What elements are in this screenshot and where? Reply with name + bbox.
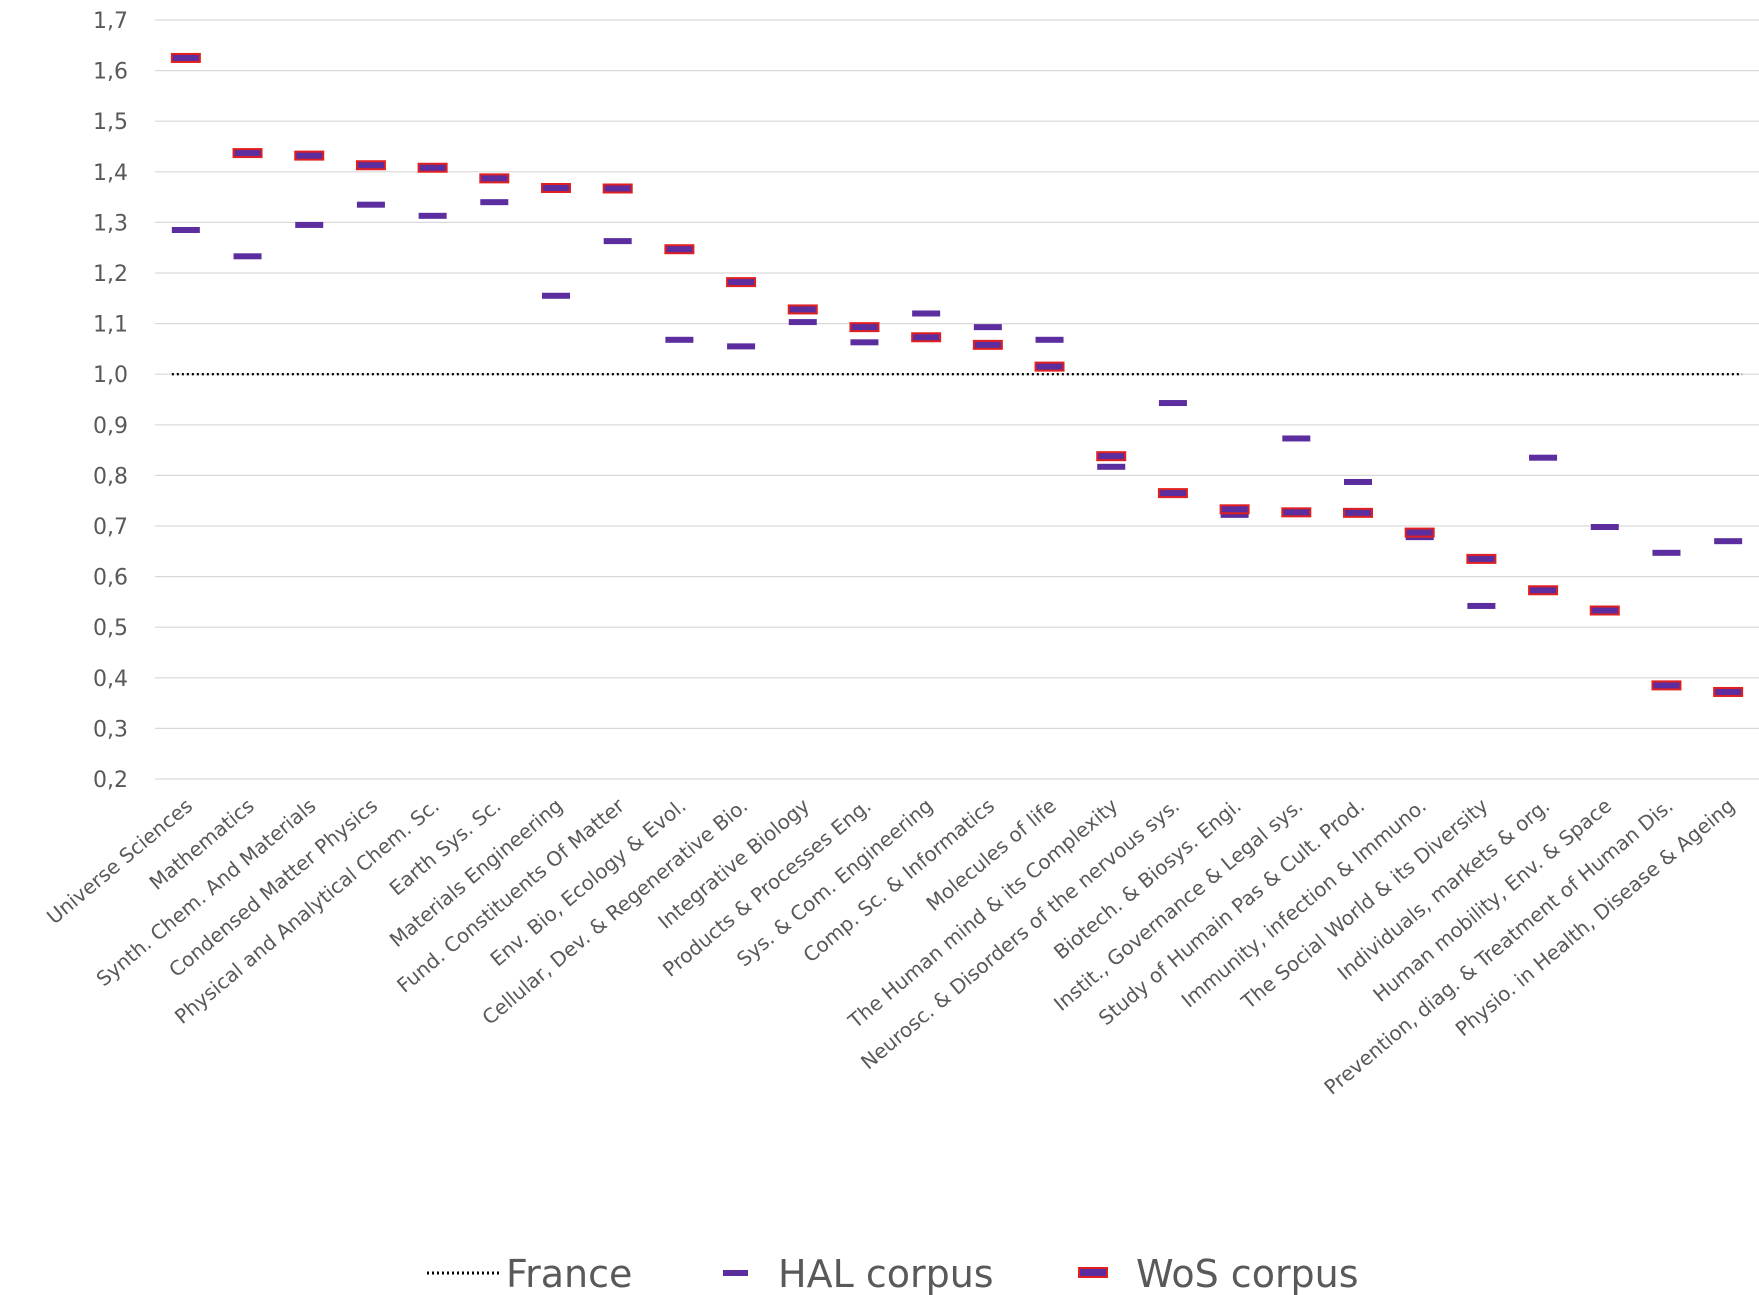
wos-point [911, 332, 942, 343]
y-tick-label: 1,3 [93, 211, 128, 236]
wos-point [1589, 605, 1620, 616]
wos-point [1096, 451, 1127, 462]
wos-point [1528, 585, 1559, 596]
wos-point [1157, 488, 1188, 499]
y-tick-label: 1,7 [93, 9, 128, 34]
hal-point [233, 253, 262, 260]
legend-label-hal: HAL corpus [778, 1252, 994, 1295]
y-tick-label: 0,8 [93, 464, 128, 489]
hal-point [912, 310, 941, 317]
gridlines [155, 19, 1759, 780]
wos-point [479, 173, 510, 184]
hal-point [1097, 463, 1126, 470]
wos-point [1651, 680, 1682, 691]
y-tick-label: 1,2 [93, 262, 128, 287]
legend-swatch-wos [1078, 1267, 1108, 1278]
wos-point [726, 277, 757, 288]
y-tick-label: 1,1 [93, 313, 128, 338]
hal-point [727, 343, 756, 350]
wos-point [849, 322, 880, 333]
wos-point [294, 150, 325, 161]
wos-point [170, 52, 201, 63]
legend-label-wos: WoS corpus [1136, 1252, 1359, 1295]
wos-point [417, 162, 448, 173]
y-tick-label: 0,6 [93, 566, 128, 591]
wos-point [1219, 504, 1250, 515]
hal-point [1220, 511, 1249, 518]
legend-swatch-hal [723, 1270, 748, 1276]
wos-point [1404, 527, 1435, 538]
y-tick-label: 0,9 [93, 414, 128, 439]
legend-label-france: France [506, 1252, 632, 1295]
y-tick-label: 1,5 [93, 110, 128, 135]
wos-point [232, 148, 263, 159]
hal-point [1467, 602, 1496, 609]
wos-point [1343, 507, 1373, 518]
hal-point [1158, 400, 1187, 407]
wos-point [602, 183, 633, 194]
hal-series [171, 199, 1743, 609]
wos-point [1281, 507, 1312, 518]
hal-point [542, 292, 570, 299]
wos-point [972, 339, 1003, 350]
y-tick-label: 0,2 [93, 768, 128, 793]
hal-point [788, 319, 817, 326]
wos-point [541, 182, 571, 193]
hal-point [418, 212, 447, 219]
hal-point [1035, 336, 1064, 343]
hal-point [973, 324, 1002, 331]
hal-point [1652, 549, 1681, 556]
hal-point [356, 201, 385, 208]
hal-point [295, 221, 324, 228]
y-tick-label: 1,0 [93, 363, 128, 388]
hal-point [850, 339, 879, 346]
hal-point [665, 336, 694, 343]
y-tick-label: 0,3 [93, 717, 128, 742]
wos-series [170, 52, 1744, 697]
wos-point [787, 304, 818, 315]
y-tick-label: 0,4 [93, 667, 128, 692]
y-tick-label: 1,4 [93, 161, 128, 186]
wos-point [1034, 361, 1065, 372]
wos-point [1466, 553, 1497, 564]
y-tick-label: 0,5 [93, 616, 128, 641]
hal-point [1590, 524, 1619, 531]
hal-point [1282, 435, 1311, 442]
wos-point [355, 160, 386, 171]
hal-point [171, 226, 200, 233]
hal-point [1344, 478, 1372, 485]
hal-point [1714, 538, 1743, 545]
hal-point [480, 199, 509, 206]
y-tick-label: 0,7 [93, 515, 128, 540]
hal-point [1529, 454, 1558, 461]
wos-point [1713, 686, 1744, 697]
hal-point [603, 238, 632, 245]
legend: France HAL corpus WoS corpus [427, 1252, 1359, 1295]
y-tick-label: 1,6 [93, 60, 128, 85]
wos-point [664, 244, 695, 255]
y-axis: 0,2 0,3 0,4 0,5 0,6 0,7 0,8 0,9 1,0 1,1 1,2 1,3 1,4 1… [93, 9, 128, 793]
